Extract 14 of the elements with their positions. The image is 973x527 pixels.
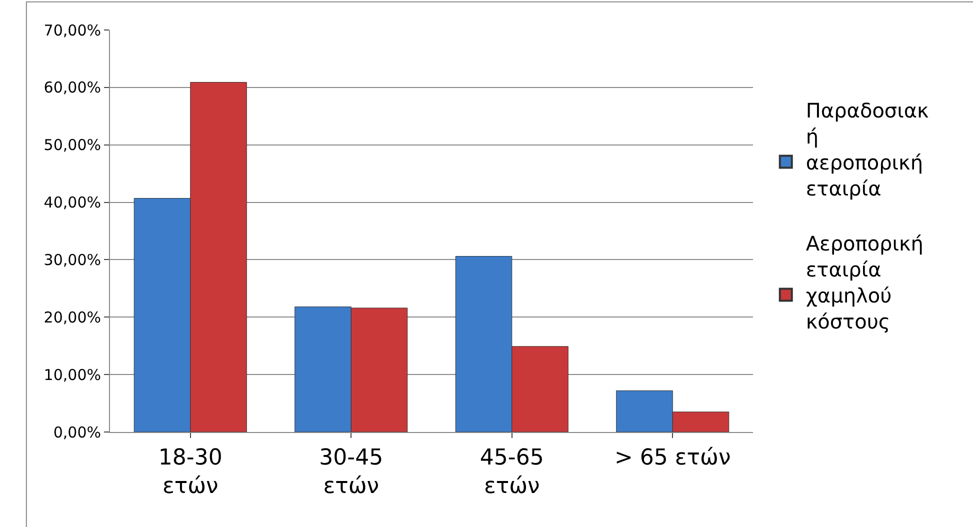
x-tick-label: 45-65 ετών (480, 445, 544, 499)
y-tick-label: 50,00% (44, 136, 101, 154)
y-tick-label: 60,00% (44, 78, 101, 97)
y-tick-label: 70,00% (44, 21, 101, 40)
legend-label: Αεροπορική εταιρία χαμηλού κόστους (806, 232, 924, 334)
x-tick-label: > 65 ετών (614, 445, 731, 470)
y-tick-label: 30,00% (44, 250, 101, 269)
y-tick-label: 10,00% (44, 366, 101, 384)
y-tick-label: 20,00% (44, 308, 101, 326)
x-tick-label: 18-30 ετών (158, 445, 222, 499)
x-tick-label: 30-45 ετών (319, 445, 384, 499)
y-tick-label: 40,00% (44, 194, 101, 212)
legend-label: Παραδοσιακή αεροπορική εταιρία (806, 98, 930, 201)
y-tick-label: 0,00% (53, 423, 101, 442)
